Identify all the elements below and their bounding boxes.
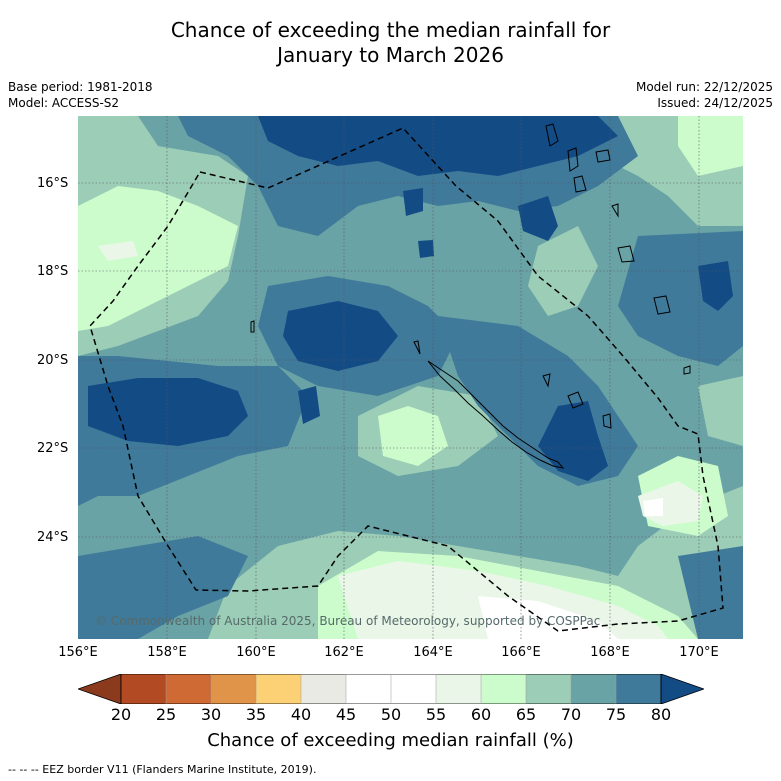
- colorbar-band-45-50: [346, 674, 391, 704]
- meta-right: Model run: 22/12/2025 Issued: 24/12/2025: [636, 79, 773, 111]
- lat-label-16s: 16°S: [37, 176, 69, 191]
- colorbar-band-30-35: [211, 674, 256, 704]
- band-65-70-right: [698, 376, 743, 446]
- colorbar-outline: [120, 674, 662, 704]
- band-80-west: [88, 378, 248, 446]
- lon-label-164e: 164°E: [413, 645, 453, 660]
- band-60-65-centre: [378, 406, 448, 466]
- band-80-centre: [283, 301, 398, 371]
- colorbar-tick-80: 80: [650, 705, 672, 724]
- band-white-east: [643, 498, 663, 516]
- lon-label-160e: 160°E: [236, 645, 276, 660]
- colorbar-tick-45: 45: [335, 705, 357, 724]
- lat-label-18s: 18°S: [37, 264, 69, 279]
- colorbar-tick-70: 70: [560, 705, 582, 724]
- rainfall-map: © Commonwealth of Australia 2025, Bureau…: [78, 116, 743, 639]
- copyright-notice: © Commonwealth of Australia 2025, Bureau…: [95, 614, 601, 628]
- colorbar-band-40-45: [301, 674, 346, 704]
- eez-legend-note: -- -- -- EEZ border V11 (Flanders Marine…: [8, 763, 317, 776]
- colorbar-band-35-40: [256, 674, 301, 704]
- colorbar-band-70-75: [571, 674, 616, 704]
- colorbar-band-65-70: [526, 674, 571, 704]
- new-caledonia-coastline: [427, 360, 565, 469]
- colorbar-band-20-25: [121, 674, 166, 704]
- eez-border: [89, 127, 724, 632]
- issued-date: Issued: 24/12/2025: [657, 96, 773, 110]
- colorbar-tick-25: 25: [155, 705, 177, 724]
- colorbar-tick-20: 20: [110, 705, 132, 724]
- title-line-1: Chance of exceeding the median rainfall …: [170, 18, 611, 42]
- chesterfield-reefs: [250, 320, 421, 355]
- colorbar-tick-40: 40: [290, 705, 312, 724]
- colorbar-tick-75: 75: [605, 705, 627, 724]
- meta-left: Base period: 1981-2018 Model: ACCESS-S2: [8, 79, 153, 111]
- graticule: [78, 116, 743, 639]
- band-80-east: [698, 261, 733, 311]
- lon-label-162e: 162°E: [324, 645, 364, 660]
- model-name: Model: ACCESS-S2: [8, 96, 120, 110]
- band-65-70-centre-east: [528, 226, 598, 316]
- colorbar-band-55-60: [436, 674, 481, 704]
- colorbar-tick-60: 60: [470, 705, 492, 724]
- map-title: Chance of exceeding the median rainfall …: [0, 18, 781, 68]
- model-run: Model run: 22/12/2025: [635, 80, 773, 94]
- lat-label-22s: 22°S: [37, 441, 69, 456]
- colorbar-band-25-30: [166, 674, 211, 704]
- lat-label-24s: 24°S: [37, 530, 69, 545]
- colorbar-tick-50: 50: [380, 705, 402, 724]
- lon-label-156e: 156°E: [58, 645, 98, 660]
- base-period: Base period: 1981-2018: [8, 80, 153, 94]
- lon-label-168e: 168°E: [590, 645, 630, 660]
- lon-label-158e: 158°E: [147, 645, 187, 660]
- colorbar-label: Chance of exceeding median rainfall (%): [207, 730, 574, 751]
- colorbar-under-arrow: [78, 674, 122, 704]
- band-80-small-1: [403, 188, 423, 216]
- lon-label-170e: 170°E: [679, 645, 719, 660]
- colorbar: [78, 674, 704, 704]
- colorbar-tick-35: 35: [245, 705, 267, 724]
- band-80-small-3: [298, 386, 320, 424]
- colorbar-band-60-65: [481, 674, 526, 704]
- band-80-north: [258, 116, 618, 176]
- band-60-65-top-right: [678, 116, 743, 176]
- map-svg: [78, 116, 743, 639]
- band-80-small-2: [418, 240, 434, 258]
- title-line-2: January to March 2026: [277, 43, 504, 67]
- lat-label-20s: 20°S: [37, 353, 69, 368]
- colorbar-tick-65: 65: [515, 705, 537, 724]
- lon-label-166e: 166°E: [501, 645, 541, 660]
- colorbar-band-50-55: [391, 674, 436, 704]
- band-80-central-east: [518, 196, 558, 241]
- colorbar-tick-55: 55: [425, 705, 447, 724]
- colorbar-band-75-80: [616, 674, 661, 704]
- band-75-80-south: [78, 536, 248, 639]
- colorbar-tick-30: 30: [200, 705, 222, 724]
- vanuatu-islands: [545, 123, 691, 375]
- colorbar-over-arrow: [660, 674, 704, 704]
- loyalty-islands: [542, 373, 612, 429]
- colorbar-dividers: [165, 674, 617, 704]
- band-55-60-west: [98, 241, 138, 261]
